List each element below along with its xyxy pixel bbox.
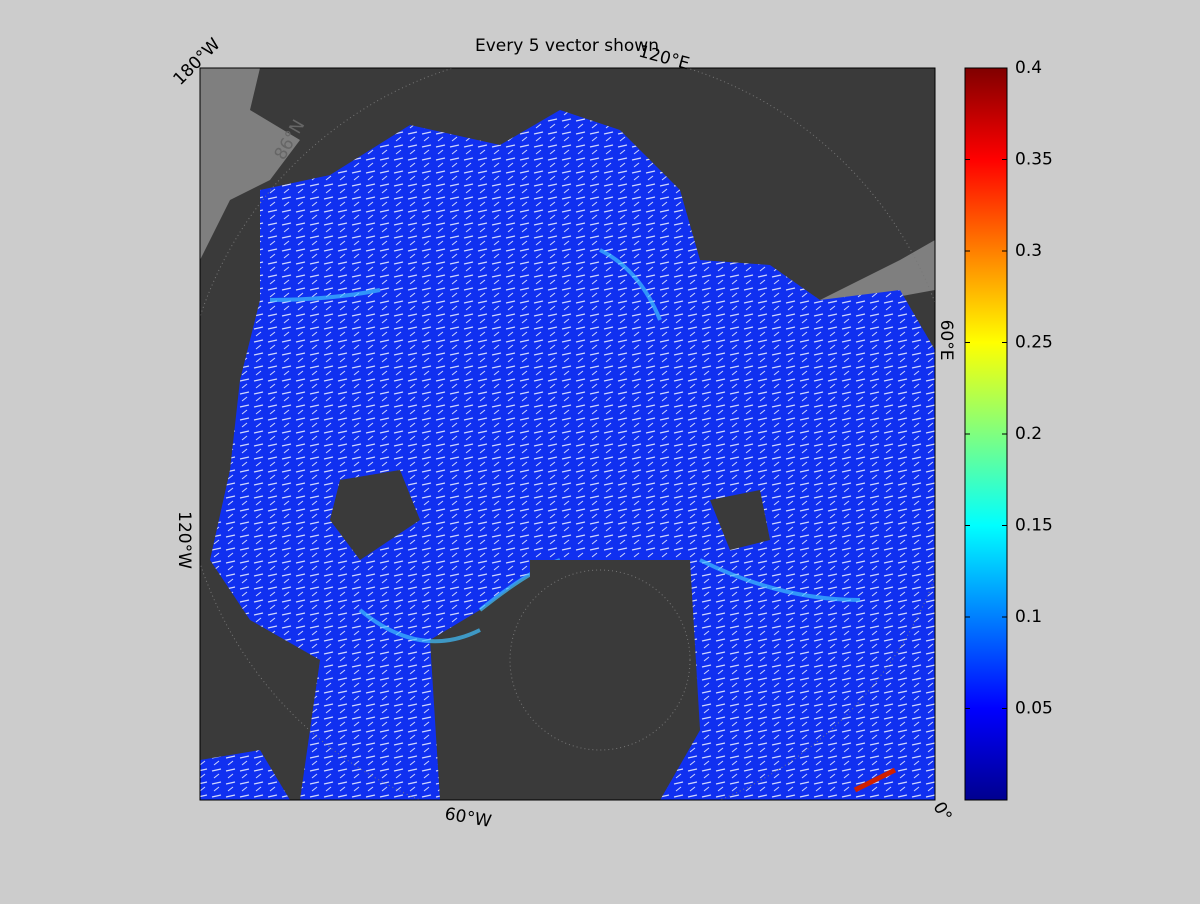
colorbar <box>964 67 1008 801</box>
colorbar-tick-label: 0.05 <box>1015 699 1053 719</box>
colorbar-tick-label: 0.15 <box>1015 516 1053 536</box>
colorbar-tick-label: 0.35 <box>1015 150 1053 170</box>
title: Every 5 vector shown <box>475 36 659 56</box>
map-label: 120°W <box>174 511 194 569</box>
colorbar-tick-label: 0.4 <box>1015 58 1042 78</box>
map-label: 0° <box>929 799 956 826</box>
map-label: 60°W <box>443 804 493 832</box>
colorbar-tick-label: 0.3 <box>1015 241 1042 261</box>
ocean <box>200 110 935 800</box>
map-label: 60°E <box>936 320 956 361</box>
land-light <box>200 68 300 260</box>
colorbar-tick-label: 0.1 <box>1015 607 1042 627</box>
colorbar-tick-label: 0.2 <box>1015 424 1042 444</box>
map <box>200 68 935 800</box>
map-frame <box>199 67 936 801</box>
graticule <box>200 68 935 800</box>
colorbar-tick-label: 0.25 <box>1015 333 1053 353</box>
